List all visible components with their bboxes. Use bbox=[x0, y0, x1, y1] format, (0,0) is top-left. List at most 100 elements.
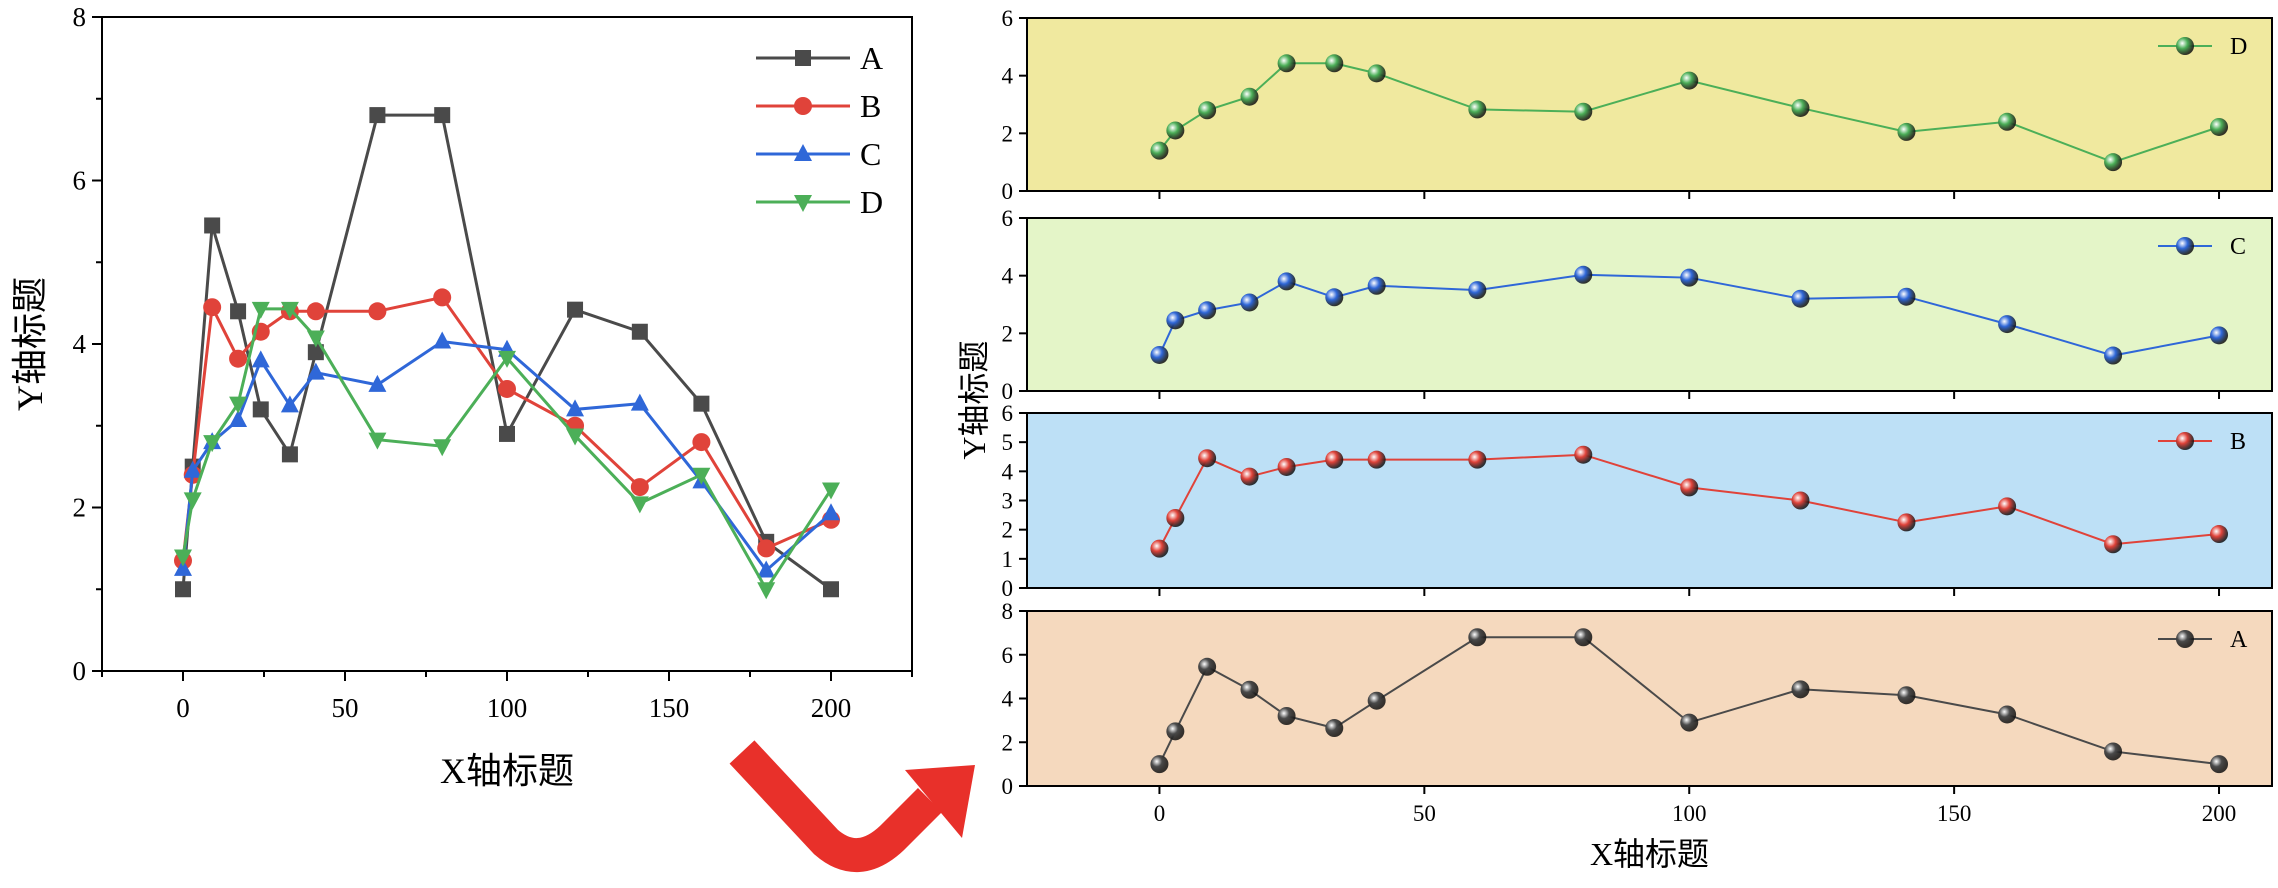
panel-B-point bbox=[1150, 539, 1169, 558]
panel-C-point bbox=[1791, 289, 1810, 308]
series-D-point bbox=[280, 301, 299, 319]
series-B-point bbox=[368, 302, 387, 321]
y-tick-label: 2 bbox=[1002, 518, 1014, 543]
series-A-point bbox=[252, 401, 269, 418]
series-A-point bbox=[281, 446, 298, 463]
series-D-point bbox=[498, 350, 516, 368]
series-B-point bbox=[757, 539, 776, 558]
series-D-point bbox=[822, 482, 840, 500]
series-D-point bbox=[692, 467, 711, 485]
legend-D-marker bbox=[794, 195, 812, 212]
x-tick-label: 150 bbox=[649, 693, 690, 723]
legend-B-marker bbox=[794, 97, 812, 115]
series-A-point bbox=[204, 217, 221, 234]
transform-arrow bbox=[729, 740, 975, 872]
panel-A-point bbox=[1468, 628, 1487, 647]
series-D-point bbox=[433, 439, 452, 457]
panel-B-point bbox=[1468, 450, 1487, 469]
arrow-head bbox=[905, 765, 975, 838]
panel-B-point bbox=[1791, 491, 1810, 510]
legend-A-marker bbox=[795, 50, 811, 66]
y-tick-label: 2 bbox=[73, 493, 87, 523]
series-D bbox=[174, 301, 840, 600]
series-D-point bbox=[368, 432, 387, 450]
panel-D-point bbox=[1240, 87, 1259, 106]
legend-C-label: C bbox=[2230, 234, 2246, 260]
series-A-point bbox=[823, 581, 839, 598]
series-D-point bbox=[183, 492, 202, 510]
panel-C-point bbox=[1468, 281, 1487, 300]
panel-C-point bbox=[1574, 265, 1593, 284]
panel-C-point bbox=[1367, 276, 1386, 295]
panel-A-point bbox=[1998, 705, 2017, 724]
panel-D-point bbox=[1897, 122, 1916, 141]
panel-A-point bbox=[1240, 680, 1259, 699]
panel-B-point bbox=[1166, 509, 1185, 527]
series-D-point bbox=[757, 582, 776, 600]
y-tick-label: 0 bbox=[1002, 379, 1014, 404]
panel-B-point bbox=[1367, 450, 1386, 469]
panel-D: 0 2 4 6 D bbox=[1002, 6, 2273, 204]
panel-C-point bbox=[1998, 315, 2017, 334]
panel-B-point bbox=[1998, 497, 2017, 516]
panel-D-point bbox=[1198, 101, 1217, 120]
y-tick-label: 1 bbox=[1002, 547, 1014, 572]
series-A-point bbox=[307, 344, 324, 361]
series-D-point bbox=[630, 496, 649, 514]
y-tick-label: 0 bbox=[1002, 576, 1014, 601]
panel-C-point bbox=[1897, 287, 1916, 306]
series-C-point bbox=[280, 395, 299, 413]
panel-D-point bbox=[1574, 102, 1593, 121]
y-tick-label: 4 bbox=[73, 329, 87, 359]
series-C-point bbox=[251, 350, 270, 368]
panel-A: 0 2 4 6 8 A bbox=[1002, 599, 2273, 799]
series-C-point bbox=[229, 410, 248, 428]
panel-B-frame bbox=[1026, 412, 2273, 589]
y-axis-label: Y轴标题 bbox=[956, 340, 992, 459]
x-axis-label: X轴标题 bbox=[440, 751, 574, 791]
x-tick-label: 50 bbox=[1413, 801, 1436, 826]
panel-D-point bbox=[1680, 71, 1699, 90]
panel-D-point bbox=[2104, 153, 2123, 172]
panel-B: 0 1 2 3 4 5 6 B bbox=[1002, 401, 2273, 601]
panel-D-point bbox=[1277, 54, 1296, 73]
series-A-point bbox=[499, 425, 515, 442]
y-tick-label: 6 bbox=[1002, 206, 1014, 231]
legend-C-label: C bbox=[860, 136, 881, 172]
panel-A-point bbox=[1897, 686, 1916, 705]
series-D-point bbox=[566, 428, 585, 446]
series-A-point bbox=[369, 107, 386, 124]
y-tick-label: 8 bbox=[1002, 599, 1014, 624]
panel-B-point bbox=[1240, 467, 1259, 486]
y-tick-label: 2 bbox=[1002, 121, 1014, 146]
series-A-point bbox=[175, 581, 191, 598]
panel-A-point bbox=[1198, 657, 1217, 676]
x-tick-label: 100 bbox=[487, 693, 528, 723]
series-C-point bbox=[183, 460, 202, 478]
series-C-point bbox=[174, 558, 192, 576]
panel-B-point bbox=[1897, 513, 1916, 532]
panel-B-point bbox=[2104, 535, 2123, 554]
series-C-line bbox=[181, 339, 832, 573]
legend-B-label: B bbox=[2230, 429, 2246, 455]
panel-C-point bbox=[1277, 272, 1296, 291]
series-C-point bbox=[566, 399, 585, 417]
panel-A-frame bbox=[1026, 610, 2273, 787]
y-tick-label: 5 bbox=[1002, 430, 1014, 455]
x-axis-label: X轴标题 bbox=[1590, 836, 1709, 872]
series-A-point bbox=[230, 303, 247, 320]
series-D-point bbox=[174, 549, 192, 567]
panel-A-point bbox=[2210, 755, 2229, 774]
series-A-point bbox=[631, 323, 648, 340]
x-tick-label: 200 bbox=[2202, 801, 2237, 826]
series-C-point bbox=[306, 362, 325, 380]
series-B-point bbox=[692, 433, 711, 452]
panel-D-point bbox=[2210, 117, 2229, 136]
legend-D-label: D bbox=[2230, 34, 2247, 60]
series-C-point bbox=[368, 374, 387, 392]
y-tick-label: 6 bbox=[1002, 401, 1014, 426]
panel-A-point bbox=[1367, 691, 1386, 710]
panel-C-point bbox=[2210, 326, 2229, 345]
